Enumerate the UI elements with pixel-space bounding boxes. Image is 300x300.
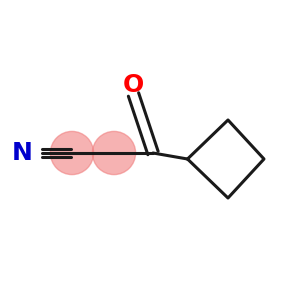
Text: O: O xyxy=(123,73,144,97)
Circle shape xyxy=(92,131,136,175)
Text: N: N xyxy=(12,141,33,165)
Circle shape xyxy=(50,131,94,175)
